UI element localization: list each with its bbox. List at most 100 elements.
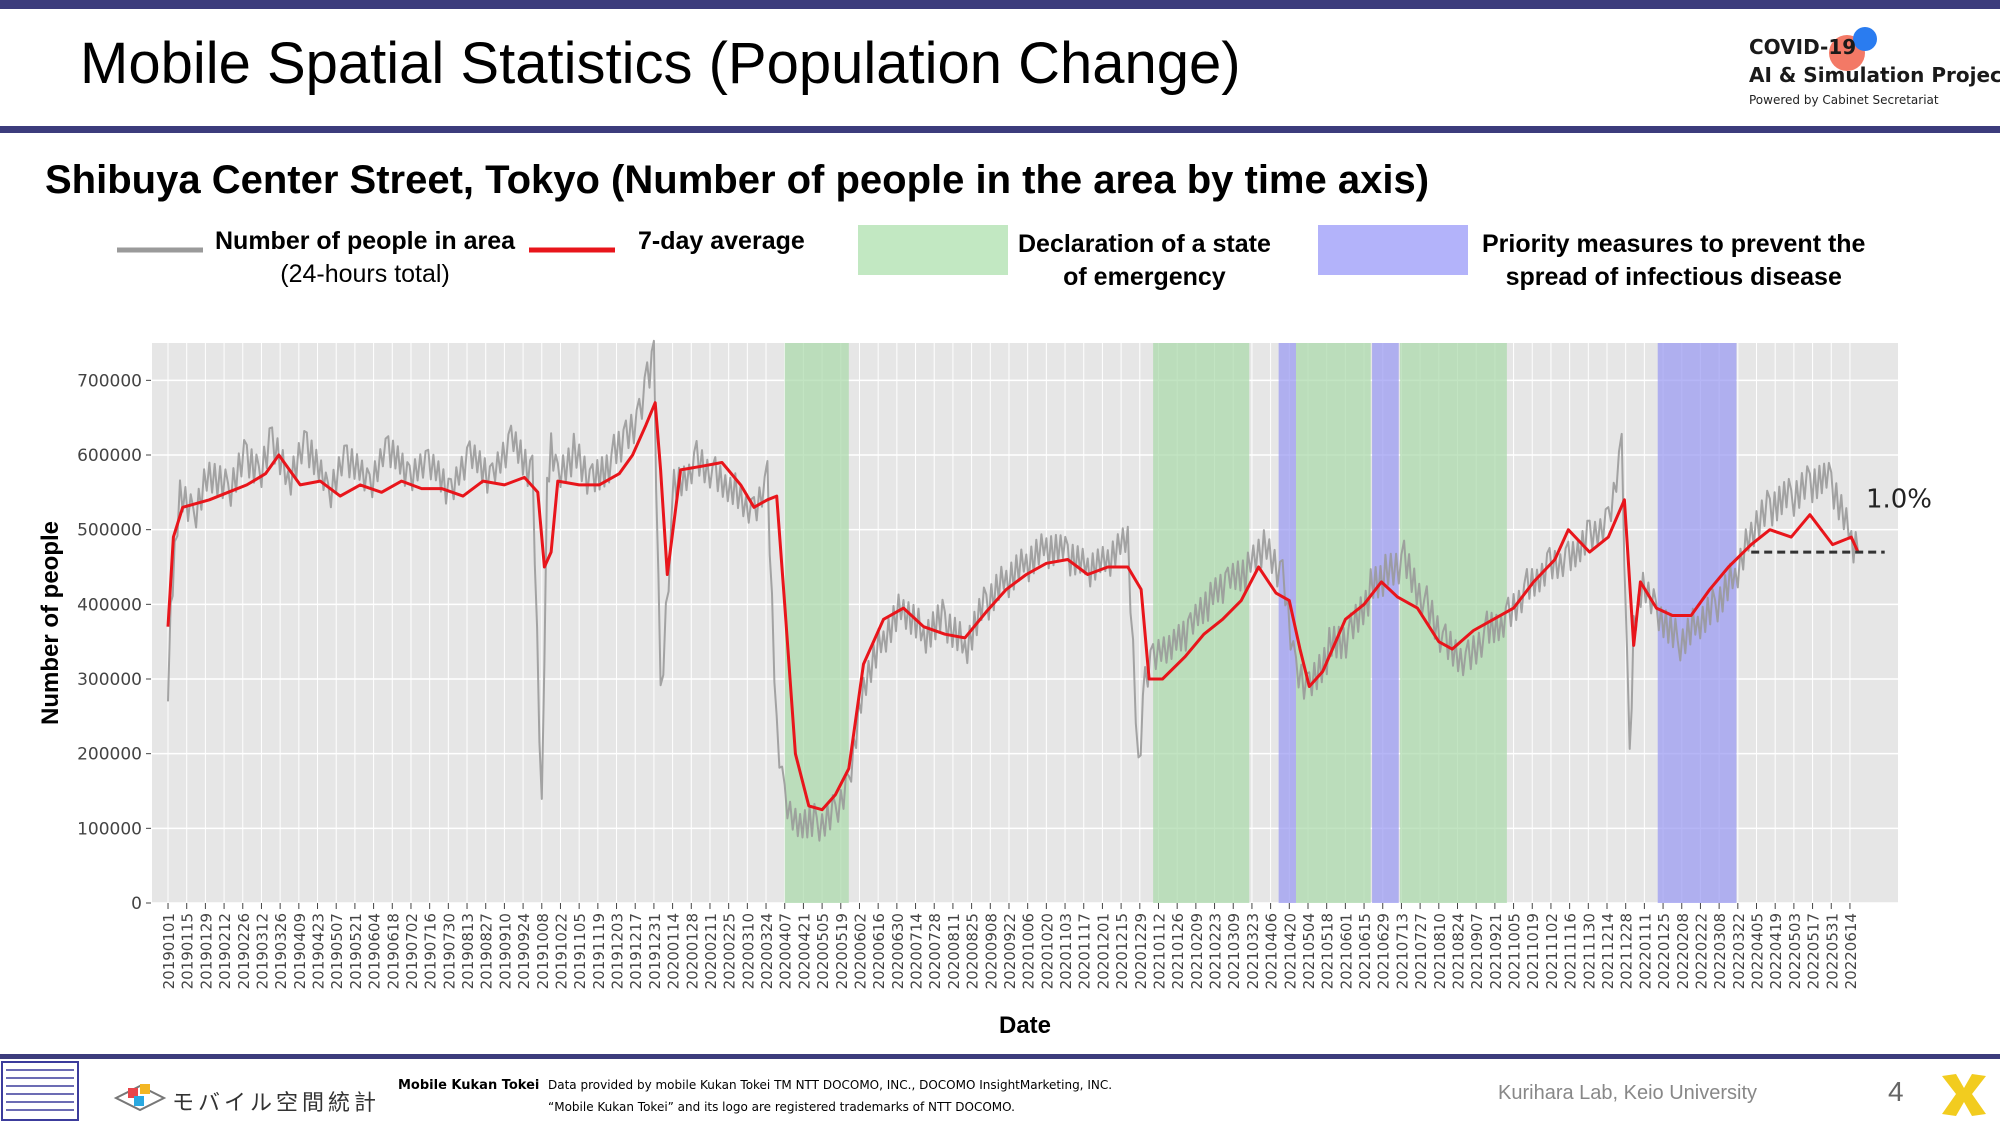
legend-emergency: Declaration of a state of emergency — [1018, 228, 1271, 294]
x-tick-label: 20201020 — [1038, 913, 1056, 989]
x-tick-label: 20190312 — [253, 913, 271, 989]
x-tick-label: 20220125 — [1655, 913, 1673, 989]
x-tick-label: 20200728 — [926, 913, 944, 989]
y-tick-label: 0 — [131, 894, 142, 914]
annotation-label: 1.0% — [1866, 484, 1932, 514]
x-tick-label: 20200421 — [795, 913, 813, 989]
footer-brand-en: Mobile Kukan Tokei — [398, 1078, 540, 1093]
logo-blue-dot-icon — [1853, 27, 1877, 51]
x-tick-label: 20210629 — [1375, 913, 1393, 989]
x-tick-label: 20211130 — [1580, 913, 1598, 989]
population-chart: 0 100000 200000 300000 400000 500000 600000 700… — [37, 339, 1932, 1039]
x-tick-label: 20200225 — [721, 913, 739, 989]
series-lines — [166, 339, 1885, 842]
x-tick-label: 20220405 — [1749, 913, 1767, 989]
y-tick-label: 200000 — [77, 745, 142, 765]
x-tick-label: 20190604 — [366, 913, 384, 989]
x-tick-label: 20220419 — [1767, 913, 1785, 989]
y-tick-label: 600000 — [77, 446, 142, 466]
series-7day-average-line — [166, 401, 1860, 812]
x-tick-label: 20190521 — [347, 913, 365, 989]
mobile-kukan-tokei-logo-icon — [113, 1084, 167, 1112]
x-tick-label: 20191203 — [609, 913, 627, 989]
x-tick-label: 20201117 — [1076, 913, 1094, 989]
footer-brand-jp: モバイル空間統計 — [172, 1091, 381, 1116]
chart-title: Shibuya Center Street, Tokyo (Number of … — [45, 158, 1430, 202]
corner-x-logo-icon — [1942, 1074, 1986, 1116]
footer-divider — [0, 1054, 2000, 1059]
y-tick-label: 400000 — [77, 595, 142, 615]
x-tick-label: 20201201 — [1094, 913, 1112, 989]
x-tick-label: 20211228 — [1618, 913, 1636, 989]
page-number: 4 — [1888, 1076, 1904, 1107]
x-tick-label: 20191022 — [552, 913, 570, 989]
band-priority — [1278, 343, 1296, 903]
logo-line2: AI & Simulation Project — [1749, 63, 2000, 87]
x-tick-label: 20190813 — [459, 913, 477, 989]
x-tick-label: 20211102 — [1543, 913, 1561, 989]
x-tick-label: 20200908 — [982, 913, 1000, 989]
footer-credit-1: Data provided by mobile Kukan Tokei TM N… — [548, 1078, 1113, 1092]
x-tick-label: 20210921 — [1487, 913, 1505, 989]
x-tick-label: 20190326 — [272, 913, 290, 989]
legend-emergency-line1: Declaration of a state — [1018, 230, 1271, 258]
x-tick-label: 20200616 — [870, 913, 888, 989]
x-tick-label: 20190618 — [384, 913, 402, 989]
x-tick-label: 20210810 — [1431, 913, 1449, 989]
x-tick-label: 20210518 — [1319, 913, 1337, 989]
x-tick-label: 20191119 — [590, 913, 608, 989]
legend-priority: Priority measures to prevent the spread … — [1482, 228, 1865, 294]
x-tick-label: 20190910 — [496, 913, 514, 989]
x-tick-label: 20190924 — [515, 913, 533, 989]
x-tick-label: 20210126 — [1169, 913, 1187, 989]
x-tick-label: 20210713 — [1393, 913, 1411, 989]
x-tick-label: 20210601 — [1337, 913, 1355, 989]
top-accent-bar — [0, 0, 2000, 9]
band-emergency — [1153, 343, 1250, 903]
keio-lab-logo-icon — [1, 1061, 79, 1121]
x-tick-label: 20210824 — [1449, 913, 1467, 989]
legend-avg: 7-day average — [638, 225, 805, 258]
x-tick-label: 20191217 — [627, 913, 645, 989]
y-tick-label: 700000 — [77, 371, 142, 391]
x-tick-label: 20190101 — [160, 913, 178, 989]
legend-priority-line2: spread of infectious disease — [1505, 263, 1842, 291]
legend-raw-line1: Number of people in area — [215, 227, 516, 255]
x-tick-label: 20190827 — [478, 913, 496, 989]
x-tick-label: 20220208 — [1674, 913, 1692, 989]
legend-priority-swatch — [1318, 225, 1468, 275]
x-tick-label: 20200922 — [1001, 913, 1019, 989]
x-tick-label: 20190716 — [422, 913, 440, 989]
x-tick-label: 20200114 — [665, 913, 683, 989]
x-tick-label: 20220503 — [1786, 913, 1804, 989]
annotations: 1.0% — [1866, 484, 1932, 514]
x-tick-label: 20210112 — [1150, 913, 1168, 989]
x-tick-label: 20190115 — [179, 913, 197, 989]
x-tick-label: 20210323 — [1244, 913, 1262, 989]
x-tick-label: 20200407 — [777, 913, 795, 989]
x-tick-label: 20210907 — [1468, 913, 1486, 989]
y-tick-label: 300000 — [77, 670, 142, 690]
x-tick-label: 20220614 — [1842, 913, 1860, 989]
x-tick-label: 20201103 — [1057, 913, 1075, 989]
x-tick-label: 20200811 — [945, 913, 963, 989]
logo-line1: COVID-19 — [1749, 35, 1857, 59]
x-tick-label: 20210420 — [1281, 913, 1299, 989]
x-tick-label: 20211116 — [1562, 913, 1580, 989]
x-tick-label: 20220222 — [1692, 913, 1710, 989]
x-tick-label: 20201006 — [1020, 913, 1038, 989]
x-tick-label: 20190507 — [328, 913, 346, 989]
x-tick-label: 20190129 — [197, 913, 215, 989]
x-axis-ticks: 20190101 20190115 20190129 20190212 20190226… — [160, 903, 1860, 989]
x-tick-label: 20191008 — [534, 913, 552, 989]
x-tick-label: 20190730 — [440, 913, 458, 989]
x-tick-label: 20220308 — [1711, 913, 1729, 989]
x-tick-label: 20200324 — [758, 913, 776, 989]
x-axis-label: Date — [999, 1012, 1051, 1039]
x-tick-label: 20200714 — [908, 913, 926, 989]
x-tick-label: 20211005 — [1506, 913, 1524, 989]
x-tick-label: 20190212 — [216, 913, 234, 989]
y-tick-label: 500000 — [77, 521, 142, 541]
x-tick-label: 20191231 — [646, 913, 664, 989]
x-tick-label: 20200519 — [833, 913, 851, 989]
